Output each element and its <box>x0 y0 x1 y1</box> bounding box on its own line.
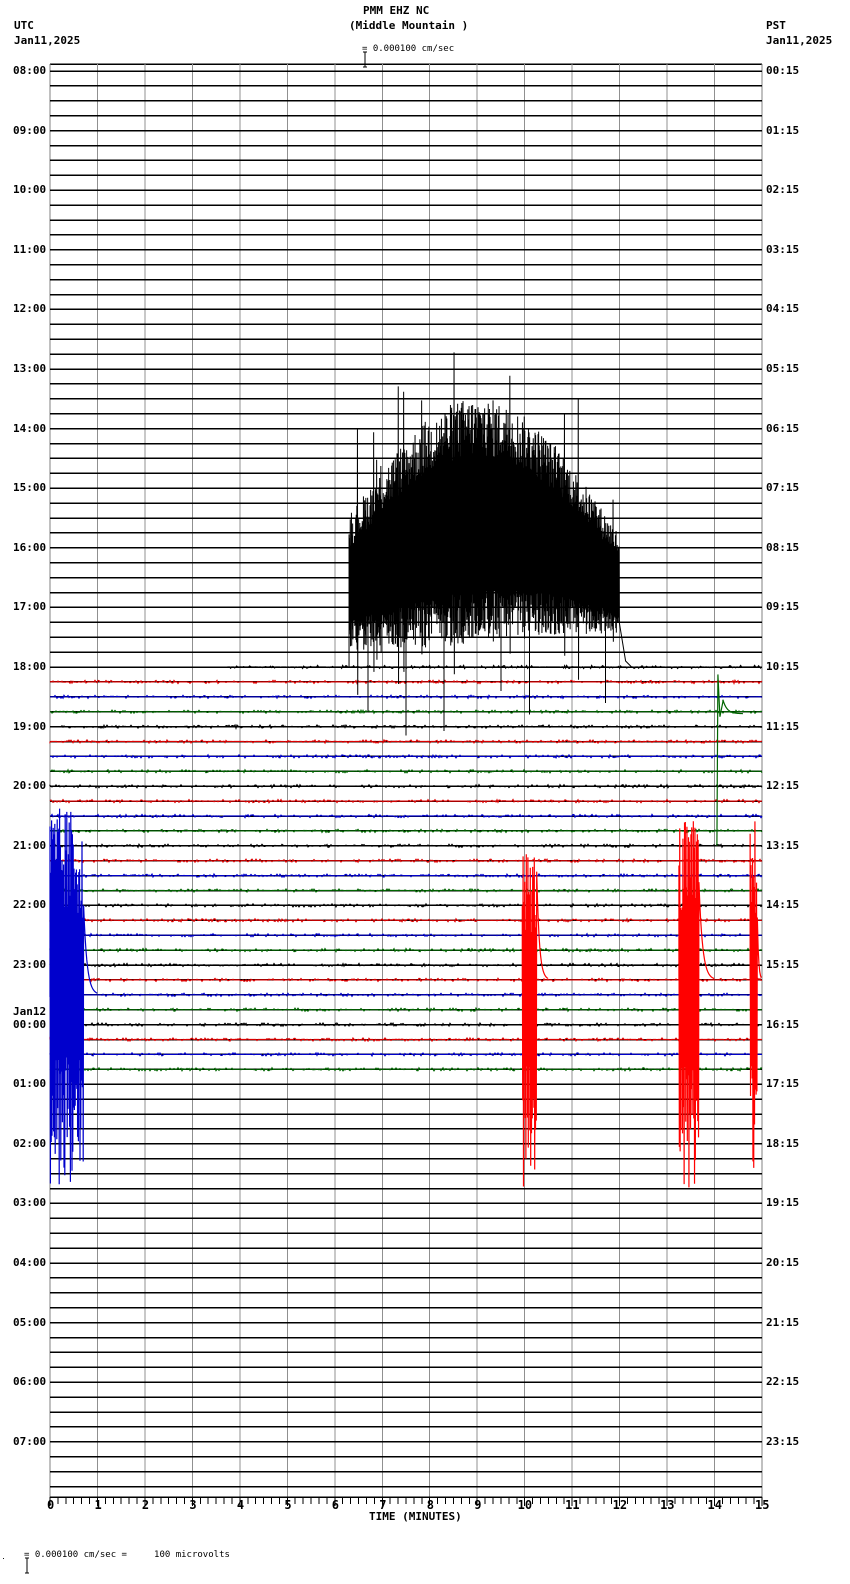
utc-hour-label: 07:00 <box>13 1434 47 1448</box>
x-tick-label: 2 <box>141 1498 150 1512</box>
utc-hour-label: 22:00 <box>13 898 47 912</box>
utc-hour-label: 05:00 <box>13 1315 47 1329</box>
pst-hour-label: 08:15 <box>766 540 800 554</box>
utc-hour-label: 08:00 <box>13 64 47 77</box>
pst-hour-label: 22:15 <box>766 1375 800 1389</box>
utc-hour-label: 01:00 <box>13 1077 47 1091</box>
x-tick-label: 13 <box>660 1498 675 1512</box>
pst-hour-label: 10:15 <box>766 660 800 673</box>
x-tick-label: 6 <box>331 1498 340 1512</box>
pst-hour-label: 05:15 <box>766 362 800 375</box>
pst-hour-label: 23:15 <box>766 1434 800 1448</box>
x-tick-label: 0 <box>47 1498 55 1512</box>
pst-hour-label: 12:15 <box>766 779 800 793</box>
pst-hour-label: 01:15 <box>766 123 800 137</box>
utc-hour-label: 15:00 <box>13 481 47 495</box>
x-tick-label: 4 <box>236 1498 245 1512</box>
x-tick-label: 5 <box>284 1498 292 1512</box>
utc-hour-label: 06:00 <box>13 1375 47 1389</box>
right-date: Jan11,2025 <box>766 34 833 47</box>
footer-prefix: ․ <box>2 1552 6 1562</box>
date-change-label: Jan12 <box>13 1004 47 1018</box>
utc-hour-label: 00:00 <box>13 1017 47 1031</box>
utc-hour-label: 11:00 <box>13 242 47 256</box>
pst-hour-label: 13:15 <box>766 838 800 852</box>
utc-hour-label: 18:00 <box>13 660 47 673</box>
pst-hour-label: 06:15 <box>766 421 800 435</box>
x-tick-label: 10 <box>517 1498 533 1512</box>
x-tick-label: 3 <box>189 1498 197 1512</box>
scale-label: = 0.000100 cm/sec <box>362 44 455 54</box>
pst-hour-label: 04:15 <box>766 302 800 316</box>
station-title: PMM EHZ NC <box>363 4 430 17</box>
x-tick-label: 7 <box>379 1498 387 1512</box>
utc-hour-label: 10:00 <box>13 183 47 197</box>
pst-hour-label: 09:15 <box>766 600 800 614</box>
utc-hour-label: 12:00 <box>13 302 47 316</box>
x-tick-label: 15 <box>755 1498 770 1512</box>
x-tick-label: 9 <box>474 1498 482 1512</box>
pst-hour-label: 19:15 <box>766 1196 800 1210</box>
utc-hour-label: 16:00 <box>13 540 47 554</box>
utc-hour-label: 19:00 <box>13 719 47 733</box>
utc-hour-label: 23:00 <box>13 958 47 971</box>
utc-hour-label: 09:00 <box>13 123 47 137</box>
pst-hour-label: 00:15 <box>766 64 800 77</box>
right-timezone: PST <box>766 19 786 32</box>
pst-hour-label: 07:15 <box>766 481 800 495</box>
pst-hour-label: 21:15 <box>766 1315 800 1329</box>
footer-scale-bar-icon <box>11 1544 32 1578</box>
x-tick-label: 11 <box>565 1498 580 1512</box>
left-date: Jan11,2025 <box>14 34 81 47</box>
pst-hour-label: 03:15 <box>766 242 800 256</box>
x-tick-label: 8 <box>426 1498 434 1512</box>
utc-hour-label: 02:00 <box>13 1136 47 1150</box>
left-timezone: UTC <box>14 19 34 32</box>
pst-hour-label: 14:15 <box>766 898 800 912</box>
utc-hour-label: 14:00 <box>13 421 47 435</box>
utc-hour-label: 20:00 <box>13 779 47 793</box>
x-tick-label: 14 <box>707 1498 722 1512</box>
pst-hour-label: 18:15 <box>766 1136 800 1150</box>
footer-scale-label: = 0.000100 cm/sec = 100 microvolts <box>24 1550 230 1560</box>
utc-hour-label: 21:00 <box>13 838 47 852</box>
pst-hour-label: 20:15 <box>766 1256 800 1269</box>
pst-hour-label: 11:15 <box>766 719 800 733</box>
station-location: (Middle Mountain ) <box>349 19 469 32</box>
pst-hour-label: 17:15 <box>766 1077 800 1091</box>
utc-hour-label: 04:00 <box>13 1256 47 1269</box>
x-tick-label: 12 <box>612 1498 628 1512</box>
pst-hour-label: 16:15 <box>766 1017 800 1031</box>
pst-hour-label: 02:15 <box>766 183 800 197</box>
utc-hour-label: 03:00 <box>13 1196 47 1210</box>
utc-hour-label: 13:00 <box>13 362 47 375</box>
x-axis-title: TIME (MINUTES) <box>369 1510 462 1523</box>
x-tick-label: 1 <box>94 1498 102 1512</box>
utc-hour-label: 17:00 <box>13 600 47 614</box>
pst-hour-label: 15:15 <box>766 958 800 971</box>
